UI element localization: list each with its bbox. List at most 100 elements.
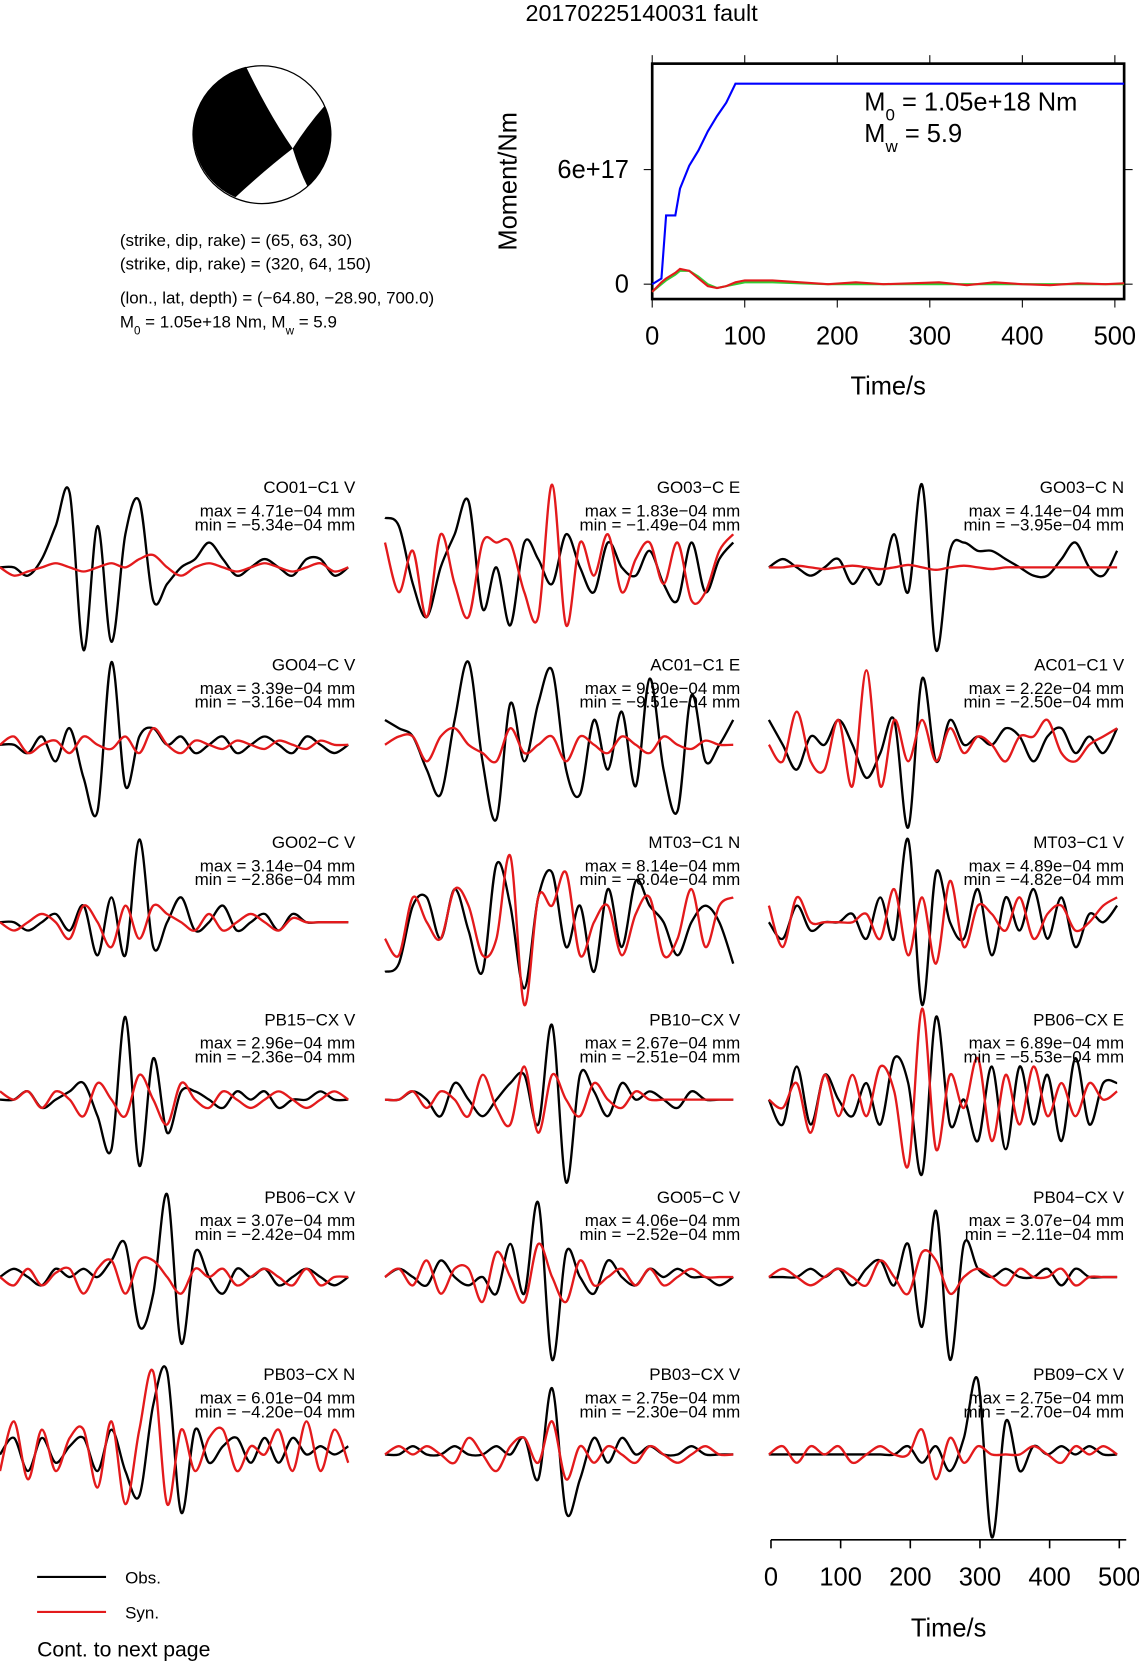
synthetic-trace	[384, 1065, 734, 1134]
synthetic-trace	[768, 1249, 1118, 1296]
max-label: max = 2.96e−04 mm	[200, 1034, 355, 1053]
min-label: min = −5.34e−04 mm	[195, 515, 356, 534]
station-label: PB10−CX V	[649, 1010, 741, 1029]
synthetic-trace	[0, 727, 349, 755]
max-label: max = 3.14e−04 mm	[200, 856, 355, 875]
station-label: PB09−CX V	[1033, 1365, 1125, 1384]
min-label: min = −2.52e−04 mm	[580, 1225, 741, 1244]
station-label: AC01−C1 E	[650, 656, 740, 675]
min-label: min = −2.70e−04 mm	[963, 1402, 1124, 1421]
station-label: GO03−C N	[1040, 478, 1124, 497]
min-label: min = −2.36e−04 mm	[195, 1048, 356, 1067]
min-label: min = −3.95e−04 mm	[963, 515, 1124, 534]
observed-trace	[384, 497, 735, 627]
continuation-note: Cont. to next page	[37, 1639, 210, 1661]
max-label: max = 4.14e−04 mm	[969, 501, 1124, 520]
station-label: GO02−C V	[272, 833, 356, 852]
min-label: min = −3.16e−04 mm	[195, 693, 356, 712]
synthetic-trace	[0, 553, 349, 577]
x-tick-label: 0	[645, 323, 659, 351]
x-tick-label: 200	[889, 1563, 931, 1591]
x-tick-label: 100	[819, 1563, 861, 1591]
x-tick-label: 500	[1098, 1563, 1139, 1591]
title: 20170225140031 fault	[525, 0, 758, 26]
moment-line	[651, 267, 1125, 293]
synthetic-trace	[384, 726, 734, 764]
observed-trace	[384, 1023, 734, 1184]
plot-frame	[650, 62, 1126, 301]
synthetic-trace	[384, 1420, 734, 1481]
mechanism-line: (strike, dip, rake) = (65, 63, 30)	[120, 231, 352, 250]
x-tick-label: 200	[816, 323, 858, 351]
x-tick-label: 400	[1028, 1563, 1070, 1591]
legend-label: Obs.	[125, 1568, 161, 1587]
text-part: = 1.05e+18 Nm	[895, 88, 1077, 116]
synthetic-trace	[768, 1428, 1118, 1481]
moment-line	[651, 269, 1125, 293]
x-axis-label: Time/s	[850, 373, 925, 401]
max-label: max = 1.83e−04 mm	[585, 501, 740, 520]
beachball	[192, 65, 332, 205]
observed-trace	[384, 1200, 734, 1361]
min-label: min = −2.30e−04 mm	[580, 1402, 741, 1421]
synthetic-trace	[0, 1256, 349, 1295]
station-label: PB06−CX V	[264, 1188, 356, 1207]
max-label: max = 9.90e−04 mm	[585, 679, 740, 698]
min-label: min = −8.04e−04 mm	[580, 870, 741, 889]
station-label: CO01−C1 V	[263, 478, 356, 497]
subscript: w	[285, 324, 295, 337]
max-label: max = 2.67e−04 mm	[585, 1034, 740, 1053]
text-part: = 5.9	[898, 120, 962, 148]
max-label: max = 2.75e−04 mm	[969, 1389, 1124, 1408]
annotation: Mw = 5.9	[864, 120, 962, 156]
station-label: PB03−CX V	[649, 1365, 741, 1384]
mechanism-line: (strike, dip, rake) = (320, 64, 150)	[120, 254, 371, 273]
station-label: PB06−CX E	[1033, 1010, 1124, 1029]
synthetic-trace	[768, 1007, 1118, 1169]
max-label: max = 6.01e−04 mm	[200, 1389, 355, 1408]
annotation: M0 = 1.05e+18 Nm	[864, 88, 1077, 124]
max-label: max = 3.39e−04 mm	[200, 679, 355, 698]
min-label: min = −1.49e−04 mm	[580, 515, 741, 534]
station-label: PB04−CX V	[1033, 1188, 1125, 1207]
y-axis-label: Moment/Nm	[494, 112, 522, 251]
mechanism-line: (lon., lat, depth) = (−64.80, −28.90, 70…	[120, 288, 434, 307]
text-part: M	[864, 88, 885, 116]
y-tick-label: 6e+17	[557, 156, 628, 184]
synthetic-trace	[384, 1242, 734, 1304]
min-label: min = −4.82e−04 mm	[963, 870, 1124, 889]
x-tick-label: 100	[724, 323, 766, 351]
legend-label: Syn.	[125, 1603, 159, 1622]
moment-line	[651, 82, 1125, 286]
text-part: M	[120, 313, 134, 332]
observed-trace	[384, 1387, 734, 1517]
max-label: max = 2.22e−04 mm	[969, 679, 1124, 698]
observed-trace	[768, 483, 1119, 652]
beachball-quadrant	[193, 66, 293, 198]
max-label: max = 4.89e−04 mm	[969, 856, 1124, 875]
observed-trace	[0, 1365, 349, 1514]
min-label: min = −2.11e−04 mm	[965, 1225, 1124, 1244]
max-label: max = 3.07e−04 mm	[200, 1211, 355, 1230]
synthetic-trace	[767, 669, 1118, 788]
text-part: = 5.9	[294, 313, 337, 332]
synthetic-trace	[383, 483, 735, 627]
synthetic-trace	[768, 563, 1118, 571]
station-label: PB15−CX V	[264, 1010, 356, 1029]
station-label: MT03−C1 V	[1033, 833, 1125, 852]
beachball-quadrant	[292, 106, 331, 187]
observed-trace	[767, 1015, 1118, 1177]
synthetic-trace	[0, 903, 349, 949]
synthetic-trace	[767, 879, 1118, 965]
station-label: PB03−CX N	[263, 1365, 355, 1384]
mechanism-summary: M0 = 1.05e+18 Nm, Mw = 5.9	[120, 313, 337, 338]
station-label: MT03−C1 N	[648, 833, 740, 852]
observed-trace	[0, 486, 349, 652]
synthetic-trace	[383, 853, 734, 1007]
station-label: GO03−C E	[657, 478, 740, 497]
subscript: 0	[134, 324, 141, 337]
x-tick-label: 400	[1001, 323, 1043, 351]
